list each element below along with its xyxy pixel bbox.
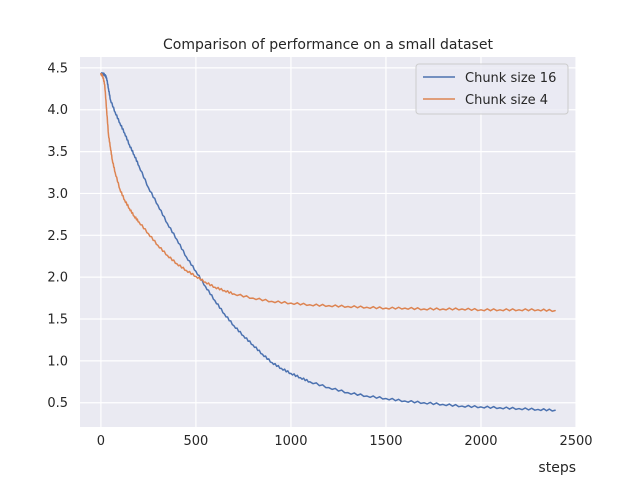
plot-area [80,57,576,427]
series-line-0 [100,72,556,412]
y-tick-label: 4.0 [47,103,68,118]
x-tick-label: 0 [97,434,105,449]
y-tick-label: 3.0 [47,187,68,202]
y-tick-label: 1.0 [47,354,68,369]
grid-layer [80,57,577,427]
y-tick-label: 4.5 [47,61,68,76]
legend-label-chunk-4: Chunk size 4 [465,93,548,108]
series-line-1 [100,72,556,313]
y-tick-label: 2.0 [47,271,68,286]
x-tick-label: 2000 [464,434,497,449]
x-tick-label: 2500 [559,434,592,449]
y-tick-label: 0.5 [47,396,68,411]
series-layer [100,72,556,412]
x-tick-label: 1000 [274,434,307,449]
tick-layer: 0 500 1000 1500 2000 2500 0.5 1.0 1.5 2.0 2.5 3.0 3.… [47,61,592,449]
x-tick-label: 1500 [369,434,402,449]
x-axis-label: steps [538,460,576,476]
chart-title: Comparison of performance on a small dat… [163,37,493,53]
y-tick-label: 2.5 [47,229,68,244]
legend-label-chunk-16: Chunk size 16 [465,71,556,86]
x-tick-label: 500 [184,434,209,449]
y-tick-label: 3.5 [47,145,68,160]
y-tick-label: 1.5 [47,313,68,328]
legend: Chunk size 16 Chunk size 4 [415,63,569,115]
